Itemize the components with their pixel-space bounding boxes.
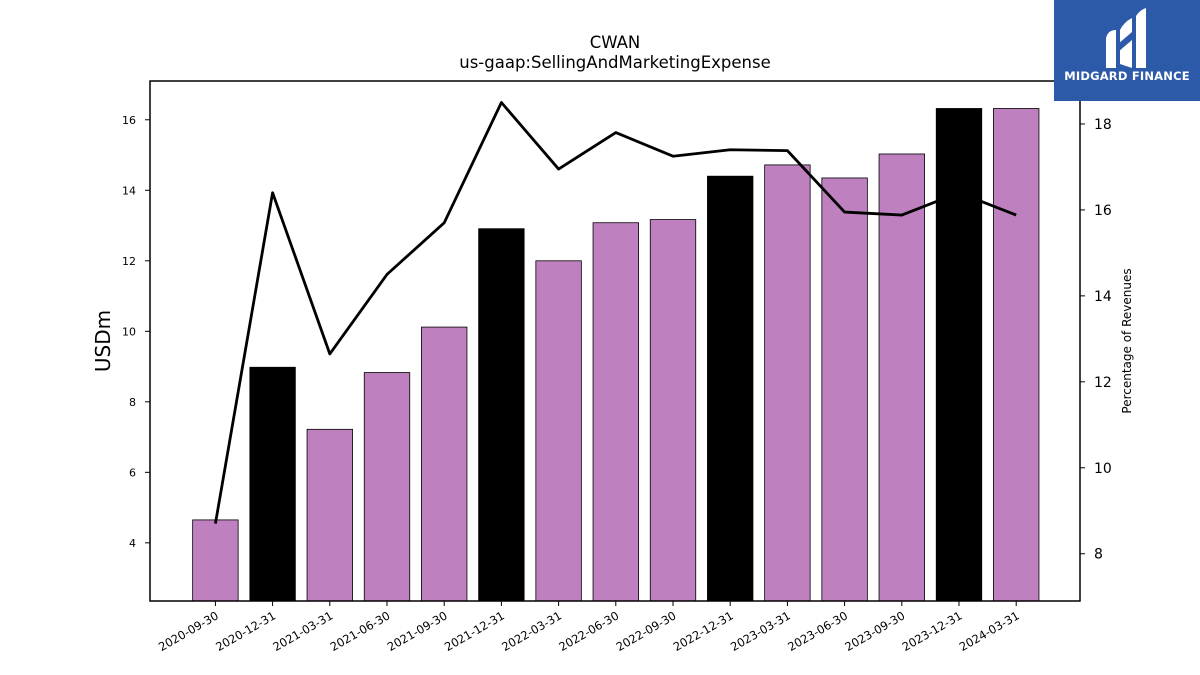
y-tick-label: 14 xyxy=(122,184,136,197)
x-tick-label: 2023-03-31 xyxy=(728,608,793,654)
x-tick-label: 2023-09-30 xyxy=(842,608,907,654)
bar xyxy=(478,228,525,602)
x-tick-label: 2021-03-31 xyxy=(270,608,335,654)
y2-tick-label: 18 xyxy=(1094,117,1112,133)
bar xyxy=(592,222,639,602)
y2-tick-label: 12 xyxy=(1094,375,1112,391)
x-tick-label: 2021-12-31 xyxy=(442,608,507,654)
y2-tick-label: 10 xyxy=(1094,461,1112,477)
bar xyxy=(993,108,1040,602)
bar xyxy=(421,326,468,602)
y2-axis-label: Percentage of Revenues xyxy=(1120,268,1134,413)
y2-tick-label: 16 xyxy=(1094,203,1112,219)
y2-tick-label: 14 xyxy=(1094,289,1112,305)
y-tick-label: 4 xyxy=(129,537,136,550)
y-axis-label: USDm xyxy=(91,310,115,372)
x-tick-label: 2024-03-31 xyxy=(957,608,1022,654)
x-tick-label: 2020-12-31 xyxy=(213,608,278,654)
x-tick-label: 2023-12-31 xyxy=(900,608,965,654)
x-tick-label: 2022-06-30 xyxy=(556,608,621,654)
y-tick-label: 6 xyxy=(129,466,136,479)
x-tick-label: 2020-09-30 xyxy=(156,608,221,654)
chart-subtitle: us-gaap:SellingAndMarketingExpense xyxy=(459,53,771,72)
x-tick-label: 2022-12-31 xyxy=(671,608,736,654)
x-tick-label: 2021-09-30 xyxy=(385,608,450,654)
bar xyxy=(306,428,353,602)
y-tick-label: 16 xyxy=(122,114,136,127)
bars-group xyxy=(192,108,1040,602)
bar xyxy=(764,164,811,602)
y2-tick-label: 8 xyxy=(1094,547,1103,563)
chart-title: CWAN xyxy=(590,33,641,52)
bar xyxy=(935,108,983,602)
bar xyxy=(249,366,296,602)
bar xyxy=(649,219,697,602)
y-tick-label: 10 xyxy=(122,325,136,338)
x-tick-label: 2022-03-31 xyxy=(499,608,564,654)
logo-mark-icon xyxy=(1106,8,1146,68)
bar xyxy=(821,177,868,602)
bar xyxy=(878,153,925,602)
y-tick-label: 8 xyxy=(129,396,136,409)
bar xyxy=(192,519,239,602)
bar xyxy=(363,372,411,602)
x-tick-label: 2021-06-30 xyxy=(328,608,393,654)
plot-frame xyxy=(149,80,1081,602)
x-axis: 2020-09-302020-12-312021-03-312021-06-30… xyxy=(156,601,1022,654)
logo: MIDGARD FINANCE xyxy=(1054,0,1200,101)
y2-axis: 8 10 12 14 16 18 xyxy=(1080,117,1112,563)
y-tick-label: 12 xyxy=(122,255,136,268)
x-tick-label: 2022-09-30 xyxy=(614,608,679,654)
bar xyxy=(707,175,754,602)
line-group xyxy=(214,101,1017,524)
logo-text: MIDGARD FINANCE xyxy=(1064,69,1190,83)
series-line xyxy=(214,101,1017,524)
y-axis: 4 6 8 10 12 14 16 xyxy=(122,114,150,550)
bar xyxy=(535,260,582,602)
x-tick-label: 2023-06-30 xyxy=(785,608,850,654)
